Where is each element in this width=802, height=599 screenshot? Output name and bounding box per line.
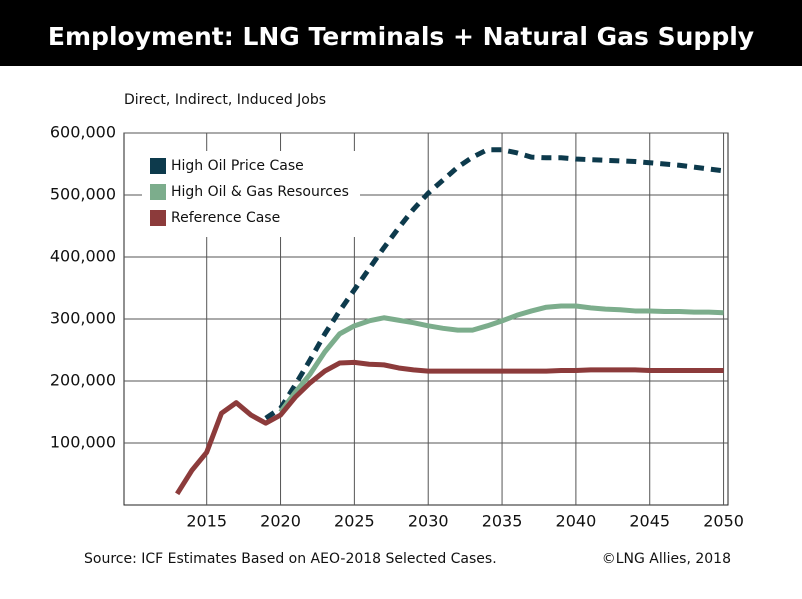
copyright: ©LNG Allies, 2018 <box>602 551 731 567</box>
title-bar <box>0 0 802 66</box>
y-tick-label: 100,000 <box>50 433 116 452</box>
chart-title: Employment: LNG Terminals + Natural Gas … <box>48 22 754 51</box>
y-tick-label: 300,000 <box>50 309 116 328</box>
x-tick-label: 2025 <box>334 512 375 531</box>
source: Source: ICF Estimates Based on AEO-2018 … <box>84 551 497 567</box>
x-tick-label: 2045 <box>629 512 670 531</box>
x-tick-label: 2015 <box>186 512 227 531</box>
series-line <box>278 303 724 414</box>
legend-label: Reference Case <box>171 210 280 226</box>
legend-label: High Oil & Gas Resources <box>171 184 349 200</box>
legend-swatch <box>150 210 166 226</box>
y-axis-label: Direct, Indirect, Induced Jobs <box>124 92 326 108</box>
x-tick-label: 2030 <box>408 512 449 531</box>
legend-swatch <box>150 158 166 174</box>
x-tick-label: 2040 <box>556 512 597 531</box>
legend-box <box>142 151 360 237</box>
series-line <box>264 147 724 421</box>
legend-swatch <box>150 184 166 200</box>
x-tick-label: 2035 <box>482 512 523 531</box>
x-tick-label: 2020 <box>260 512 301 531</box>
legend-label: High Oil Price Case <box>171 158 304 174</box>
y-tick-label: 400,000 <box>50 247 116 266</box>
y-tick-label: 200,000 <box>50 371 116 390</box>
x-tick-label: 2050 <box>703 512 744 531</box>
y-tick-label: 500,000 <box>50 185 116 204</box>
series-line <box>175 359 724 496</box>
y-tick-label: 600,000 <box>50 123 116 142</box>
